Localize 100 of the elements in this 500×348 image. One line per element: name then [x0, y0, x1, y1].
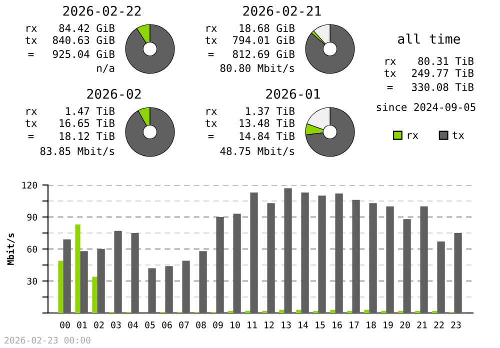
x-tick-label: 20 [400, 322, 410, 328]
legend-label: tx [452, 132, 464, 139]
text: 80.31 TiB [418, 56, 474, 66]
y-tick-label: 90 [27, 214, 37, 221]
bar [301, 192, 309, 313]
text: tx [25, 36, 37, 44]
bar [199, 251, 207, 313]
bar [92, 276, 98, 313]
text: all time [398, 34, 460, 44]
bar [330, 310, 336, 313]
text: 1.47 TiB [66, 106, 115, 115]
text: tx [25, 120, 37, 127]
bar [80, 251, 88, 313]
text: 2026-02-23 00:00 [4, 336, 90, 344]
bar [216, 217, 224, 313]
bar [182, 260, 190, 313]
bar [58, 260, 64, 313]
bar [369, 203, 377, 313]
text: n/a [97, 64, 114, 73]
x-tick-label: 14 [298, 322, 308, 328]
bar [284, 188, 292, 313]
bar [386, 206, 394, 313]
text: since 2024-09-05 [376, 102, 476, 112]
bar [420, 206, 428, 313]
text: = [28, 53, 34, 56]
bar [75, 224, 80, 313]
text: 1.37 TiB [246, 106, 295, 116]
donut-slice [305, 24, 355, 74]
bar [63, 239, 71, 313]
x-tick-label: 18 [366, 322, 376, 328]
bar [335, 194, 343, 313]
x-tick-label: 09 [213, 322, 223, 328]
text: 18.12 TiB [60, 132, 115, 140]
y-tick-label: 120 [22, 182, 37, 189]
x-tick-label: 22 [434, 322, 444, 328]
text: 16.65 TiB [60, 118, 115, 128]
bar [403, 219, 411, 313]
x-tick-label: 10 [230, 322, 240, 328]
text: 840.63 GiB [52, 36, 115, 44]
x-tick-label: 04 [128, 322, 138, 328]
y-tick-label: 60 [27, 246, 37, 253]
y-tick-label: 30 [27, 278, 37, 285]
chart-title: 2026-02-22 [63, 6, 141, 16]
text: rx [206, 26, 217, 32]
donut-slice [125, 107, 175, 157]
text: 48.75 Mbit/s [220, 146, 294, 156]
x-tick-label: 08 [196, 322, 206, 328]
text: 812.69 GiB [232, 50, 295, 58]
x-tick-label: 19 [384, 322, 393, 328]
x-tick-label: 05 [145, 322, 155, 328]
text: 249.77 TiB [412, 68, 474, 78]
text: 794.01 GiB [232, 36, 295, 44]
y-axis-title: Mbit/s [6, 233, 15, 265]
text: 84.42 GiB [59, 24, 115, 32]
chart-title: 2026-01 [266, 88, 320, 99]
bar [165, 266, 173, 313]
bar [296, 310, 302, 313]
text: rx [26, 26, 37, 32]
x-tick-label: 01 [77, 322, 87, 328]
text: 330.08 TiB [412, 82, 474, 92]
text: 925.04 GiB [52, 50, 115, 58]
bar [114, 230, 122, 313]
text: rx [206, 109, 217, 115]
x-tick-label: 02 [94, 322, 104, 328]
bar [131, 233, 139, 313]
x-tick-label: 13 [282, 322, 291, 328]
bar [250, 192, 258, 313]
x-tick-label: 06 [162, 322, 172, 328]
text: 80.80 Mbit/s [220, 64, 294, 73]
text: rx [26, 109, 37, 115]
text: tx [205, 120, 217, 127]
x-tick-label: 07 [179, 322, 189, 328]
bar [364, 310, 370, 313]
bar [437, 242, 445, 313]
text: 14.84 TiB [240, 132, 295, 140]
x-tick-label: 00 [60, 322, 70, 328]
x-tick-label: 12 [264, 322, 274, 328]
donut-slice [125, 24, 175, 74]
x-tick-label: 16 [332, 322, 342, 328]
bar [97, 249, 105, 313]
bar [279, 310, 284, 313]
text: rx [386, 59, 396, 65]
bar [352, 200, 360, 313]
bar [148, 268, 156, 313]
text: 18.68 GiB [240, 24, 295, 32]
chart-title: 2026-02 [87, 88, 141, 99]
bar [267, 203, 275, 313]
x-tick-label: 11 [248, 322, 257, 328]
x-tick-label: 15 [316, 322, 325, 328]
legend-label: rx [408, 133, 418, 139]
text: tx [384, 70, 396, 77]
text: 83.85 Mbit/s [40, 146, 114, 156]
bar [233, 214, 241, 313]
text: = [28, 135, 34, 138]
x-tick-label: 17 [350, 322, 359, 328]
text: = [208, 135, 214, 138]
text: tx [205, 36, 217, 44]
chart-title: 2026-02-21 [243, 6, 321, 16]
text: 13.48 TiB [240, 118, 295, 128]
bar [454, 233, 462, 313]
